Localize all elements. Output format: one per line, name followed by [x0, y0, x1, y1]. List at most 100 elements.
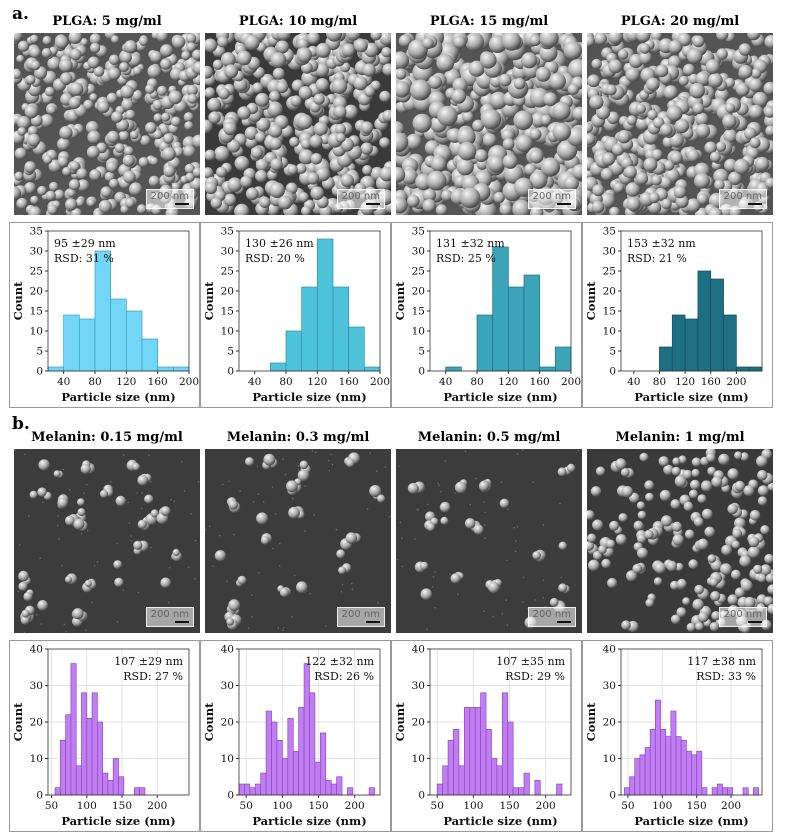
sem-particle [595, 466, 606, 476]
sem-speck [542, 524, 545, 526]
x-tick-label: 120 [116, 376, 136, 388]
sem-speck [309, 592, 311, 595]
sem-particle [587, 122, 593, 133]
sem-particle [240, 175, 253, 188]
histogram-bar [671, 314, 686, 372]
x-tick-label: 40 [439, 376, 452, 388]
histogram-bar [368, 787, 375, 796]
sem-particle [721, 544, 732, 556]
sem-particle [663, 160, 675, 171]
sem-particle [336, 549, 346, 559]
sem-particle [437, 105, 458, 127]
histogram-bar [518, 787, 525, 796]
scale-bar: 200 nm [336, 607, 385, 627]
sem-particle [459, 187, 481, 209]
sem-particle [637, 547, 648, 559]
histogram-bar [141, 338, 159, 372]
sem-particle [499, 498, 510, 509]
x-tick-label: 80 [279, 376, 292, 388]
sem-particle [666, 105, 683, 122]
sem-particle [633, 520, 644, 531]
sem-speck [140, 507, 143, 510]
sem-particle [186, 42, 196, 52]
y-tick-label: 20 [412, 286, 425, 298]
sem-particle [362, 165, 373, 176]
sem-particle [727, 503, 738, 515]
sem-image-plga-15: 200 nm [396, 33, 582, 215]
sem-speck [492, 616, 494, 618]
sem-speck [522, 576, 525, 579]
histogram-bar [91, 692, 98, 796]
y-tick-label: 0 [418, 366, 425, 378]
sem-speck [335, 528, 338, 531]
sem-speck [150, 546, 152, 549]
scale-bar: 200 nm [336, 189, 385, 209]
sem-speck [93, 565, 96, 567]
sem-particle [465, 33, 484, 52]
sem-speck [483, 501, 485, 503]
sem-particle [734, 587, 745, 598]
sem-particle [18, 581, 28, 591]
sem-particle [333, 105, 347, 119]
y-tick-label: 20 [221, 286, 234, 298]
sem-particle [651, 175, 662, 186]
sem-speck [315, 451, 317, 453]
sem-particle [210, 197, 222, 209]
sem-particle [743, 485, 755, 497]
sem-speck [141, 492, 143, 494]
sem-particle [439, 501, 451, 513]
histogram-bar [447, 739, 454, 796]
histogram-bar [112, 758, 119, 796]
sem-speck [397, 465, 400, 467]
sem-particle [592, 550, 603, 561]
sem-particle [606, 539, 616, 549]
sem-particle [172, 35, 186, 49]
histogram-bar [285, 330, 303, 372]
sem-speck [516, 526, 519, 528]
sem-particle [568, 58, 582, 80]
sem-particle [118, 130, 130, 142]
sem-particle [725, 103, 736, 113]
sem-speck [291, 616, 293, 618]
sem-particle [420, 561, 429, 570]
sem-particle [144, 494, 154, 504]
y-tick-label: 10 [603, 753, 616, 765]
sem-particle [457, 141, 477, 161]
sem-particle [97, 101, 110, 114]
y-tick-label: 0 [36, 790, 43, 802]
sem-particle [114, 577, 124, 587]
histogram-melanin-05: 0 10 20 30 40 50 100 150 200 Particle size (nm) Co… [391, 640, 582, 832]
sem-particle [310, 153, 323, 165]
y-axis-label: Count [584, 702, 598, 742]
sem-particle [651, 149, 663, 161]
y-tick-label: 25 [30, 266, 43, 278]
sem-image-melanin-03: 200 nm [205, 449, 391, 633]
sem-particle [216, 166, 227, 178]
sem-speck [170, 499, 172, 501]
sem-particle [353, 76, 368, 91]
sem-speck [340, 590, 343, 593]
annotation-rsd: RSD: 25 % [436, 252, 496, 265]
histogram-bar [742, 787, 749, 796]
sem-particle [540, 114, 552, 126]
sem-particle [28, 206, 42, 215]
sem-speck [18, 544, 21, 546]
sem-speck [351, 582, 353, 585]
sem-particle [250, 146, 263, 159]
y-tick-label: 10 [603, 326, 616, 338]
sem-particle [255, 158, 269, 172]
sem-particle [607, 577, 618, 589]
sem-particle [647, 109, 658, 120]
plot-frame [429, 230, 572, 372]
scale-bar: 200 nm [718, 189, 767, 209]
sem-speck [388, 515, 391, 518]
sem-particle [529, 149, 544, 164]
histogram-bar [697, 270, 712, 372]
sem-particle [138, 157, 149, 168]
sem-speck [205, 529, 206, 531]
histogram-bar [660, 728, 667, 796]
sem-particle [268, 124, 283, 138]
y-axis-label: Count [11, 702, 25, 742]
sem-particle [482, 132, 497, 147]
annotation-mean: 107 ±29 nm [114, 655, 183, 668]
